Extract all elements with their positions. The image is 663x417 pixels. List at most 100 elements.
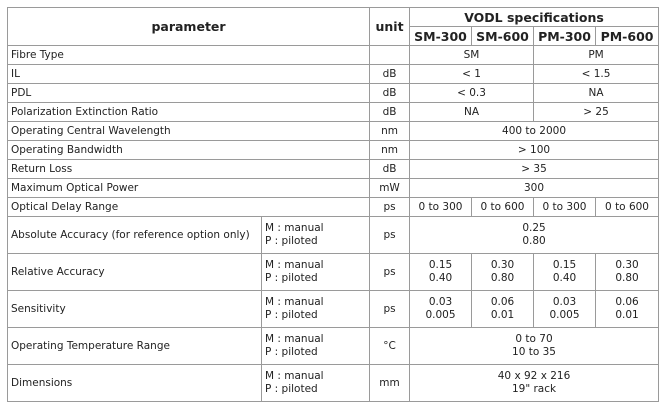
table-row: Return Loss dB > 35 <box>6 159 660 179</box>
mode-cell: M : manual P : piloted <box>260 290 371 328</box>
value-cell: NA <box>409 102 535 122</box>
unit-cell: ps <box>369 290 411 328</box>
unit-cell <box>369 45 411 65</box>
table-row: Dimensions M : manual P : piloted mm 40 x 92… <box>7 364 660 402</box>
unit-cell: mW <box>369 178 411 198</box>
table-row: Absolute Accuracy (for reference option … <box>7 216 660 254</box>
parameter-cell: PDL <box>6 83 371 103</box>
header-row: SM-300 SM-600 PM-300 PM-600 <box>8 26 660 46</box>
unit-cell: dB <box>369 159 411 179</box>
header-cell: PM-300 <box>533 26 597 46</box>
parameter-cell: Dimensions <box>7 364 262 402</box>
mode-cell: M : manual P : piloted <box>260 364 371 402</box>
mode-cell: M : manual P : piloted <box>260 327 371 365</box>
value-cell: NA <box>533 83 660 103</box>
value-line: 0.15 <box>552 259 577 271</box>
parameter-cell: Operating Central Wavelength <box>6 121 371 141</box>
table-row: Operating Central Wavelength nm 400 to 200… <box>6 121 660 141</box>
unit-cell: nm <box>369 140 411 160</box>
mode-label: M : manual <box>265 370 324 382</box>
header-cell: PM-600 <box>595 26 660 46</box>
unit-cell: dB <box>369 102 411 122</box>
parameter-cell: Operating Bandwidth <box>6 140 371 160</box>
table-row: Maximum Optical Power mW 300 <box>6 178 660 198</box>
table-row: Optical Delay Range ps 0 to 300 0 to 600 0 t… <box>6 197 660 217</box>
value-line: 0.80 <box>490 272 515 284</box>
mode-label: P : piloted <box>265 272 318 284</box>
unit-cell: dB <box>369 64 411 84</box>
value-cell: 0.03 0.005 <box>409 290 473 328</box>
value-cell: > 25 <box>533 102 660 122</box>
parameter-cell: Sensitivity <box>7 290 262 328</box>
value-line: 19" rack <box>511 383 557 395</box>
value-cell: < 0.3 <box>409 83 535 103</box>
value-line: 0.005 <box>549 309 580 321</box>
value-line: 0.80 <box>522 235 546 247</box>
mode-label: M : manual <box>265 333 324 345</box>
value-cell: 0.30 0.80 <box>471 253 535 291</box>
value-line: 0.80 <box>615 272 639 284</box>
mode-label: P : piloted <box>265 383 318 395</box>
table-row: Relative Accuracy M : manual P : piloted ps… <box>7 253 660 291</box>
value-cell: 0 to 70 10 to 35 <box>409 327 660 365</box>
value-cell: 0 to 300 <box>533 197 597 217</box>
value-cell: SM <box>409 45 535 65</box>
unit-cell: ps <box>369 197 411 217</box>
table-row: PDL dB < 0.3 NA <box>6 83 660 103</box>
parameter-cell: Polarization Extinction Ratio <box>6 102 371 122</box>
value-line: 0.005 <box>425 309 456 321</box>
mode-cell: M : manual P : piloted <box>260 253 371 291</box>
value-line: 0.06 <box>490 296 515 308</box>
value-line: 0.30 <box>490 259 515 271</box>
parameter-cell: Maximum Optical Power <box>6 178 371 198</box>
value-line: 10 to 35 <box>512 346 556 358</box>
value-cell: > 35 <box>409 159 660 179</box>
value-cell: 400 to 2000 <box>409 121 660 141</box>
value-line: 0.25 <box>522 222 546 234</box>
table-row: Fibre Type SM PM <box>6 45 660 65</box>
mode-label: M : manual <box>265 296 324 308</box>
unit-cell: ps <box>369 253 411 291</box>
value-line: 0.30 <box>615 259 639 271</box>
spec-table: parameter unit VODL specifications SM-300 SM… <box>6 7 660 402</box>
parameter-cell: Return Loss <box>6 159 371 179</box>
unit-cell: mm <box>369 364 411 402</box>
mode-label: P : piloted <box>265 346 318 358</box>
value-cell: PM <box>533 45 660 65</box>
value-line: 0.15 <box>428 259 453 271</box>
value-cell: > 100 <box>409 140 660 160</box>
mode-label: P : piloted <box>265 235 318 247</box>
value-cell: 0 to 300 <box>409 197 473 217</box>
unit-cell: °C <box>369 327 411 365</box>
table-row: Polarization Extinction Ratio dB NA > 25 <box>6 102 660 122</box>
table-row: IL dB < 1 < 1.5 <box>6 64 660 84</box>
header-cell: unit <box>369 7 411 46</box>
mode-cell: M : manual P : piloted <box>260 216 371 254</box>
value-line: 0.03 <box>428 296 453 308</box>
table-row: Sensitivity M : manual P : piloted ps 0.03 0.… <box>7 290 660 328</box>
value-line: 0.01 <box>615 309 639 321</box>
value-cell: 40 x 92 x 216 19" rack <box>409 364 660 402</box>
value-line: 40 x 92 x 216 <box>497 370 571 382</box>
parameter-cell: IL <box>6 64 371 84</box>
value-cell: 0.30 0.80 <box>595 253 660 291</box>
value-cell: 0.15 0.40 <box>533 253 597 291</box>
mode-label: M : manual <box>265 222 324 234</box>
value-cell: 0 to 600 <box>471 197 535 217</box>
mode-label: P : piloted <box>265 309 318 321</box>
value-cell: 0.15 0.40 <box>409 253 473 291</box>
parameter-cell: Relative Accuracy <box>7 253 262 291</box>
parameter-cell: Fibre Type <box>6 45 371 65</box>
unit-cell: dB <box>369 83 411 103</box>
header-cell: parameter <box>6 7 371 46</box>
mode-label: M : manual <box>265 259 324 271</box>
value-cell: 0.06 0.01 <box>595 290 660 328</box>
parameter-cell: Operating Temperature Range <box>7 327 262 365</box>
value-cell: 0.06 0.01 <box>471 290 535 328</box>
header-cell: SM-600 <box>471 26 535 46</box>
header-cell: VODL specifications <box>409 7 660 27</box>
value-cell: < 1 <box>409 64 535 84</box>
table-row: Operating Temperature Range M : manual P :… <box>7 327 660 365</box>
value-cell: 300 <box>409 178 660 198</box>
value-line: 0.01 <box>490 309 515 321</box>
